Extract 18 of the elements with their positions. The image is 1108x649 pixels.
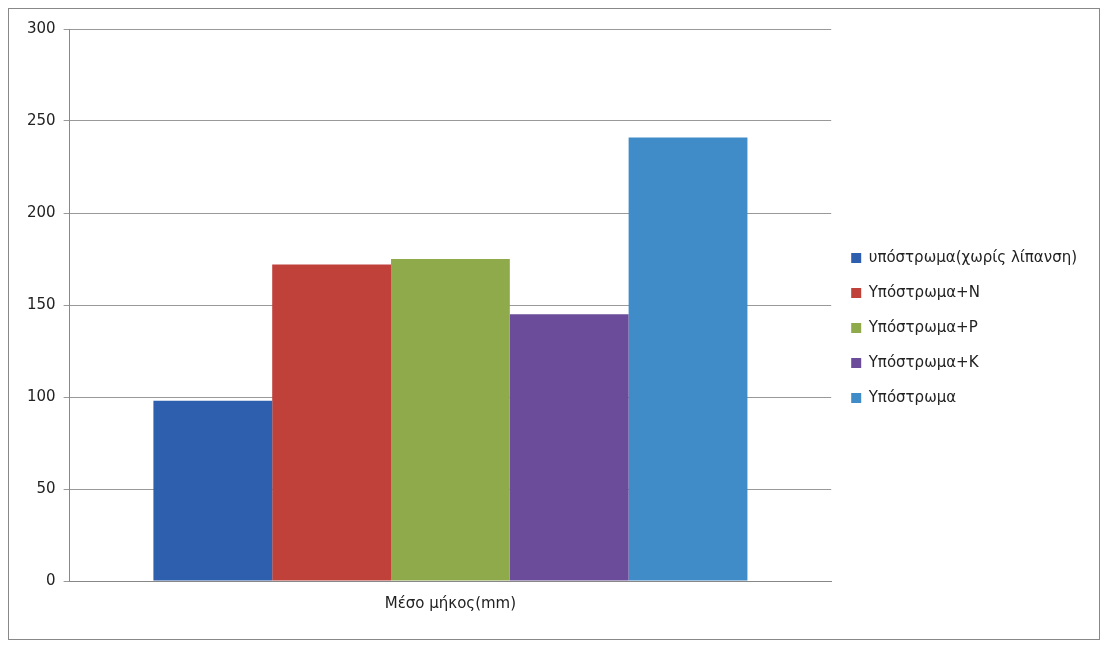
bar <box>153 400 273 581</box>
y-tick-label: 200 <box>26 202 56 221</box>
y-tick-label: 250 <box>26 110 56 129</box>
x-tick-label: Μέσο μήκος(mm) <box>384 593 517 612</box>
bar <box>272 264 392 581</box>
legend-label: Υπόστρωμα <box>867 387 957 406</box>
legend-label: υπόστρωμα(χωρίς λίπανση) <box>868 247 1078 266</box>
legend-label: Υπόστρωμα+K <box>867 352 980 371</box>
legend-label: Υπόστρωμα+P <box>867 317 978 336</box>
bar <box>509 314 629 581</box>
y-tick-label: 100 <box>26 386 56 405</box>
bar <box>391 259 510 581</box>
bar <box>628 137 748 581</box>
y-tick-label: 300 <box>26 18 56 37</box>
y-tick-label: 0 <box>46 570 56 589</box>
legend-label: Υπόστρωμα+N <box>867 282 980 301</box>
y-tick-label: 150 <box>26 294 56 313</box>
y-tick-label: 50 <box>36 478 56 497</box>
